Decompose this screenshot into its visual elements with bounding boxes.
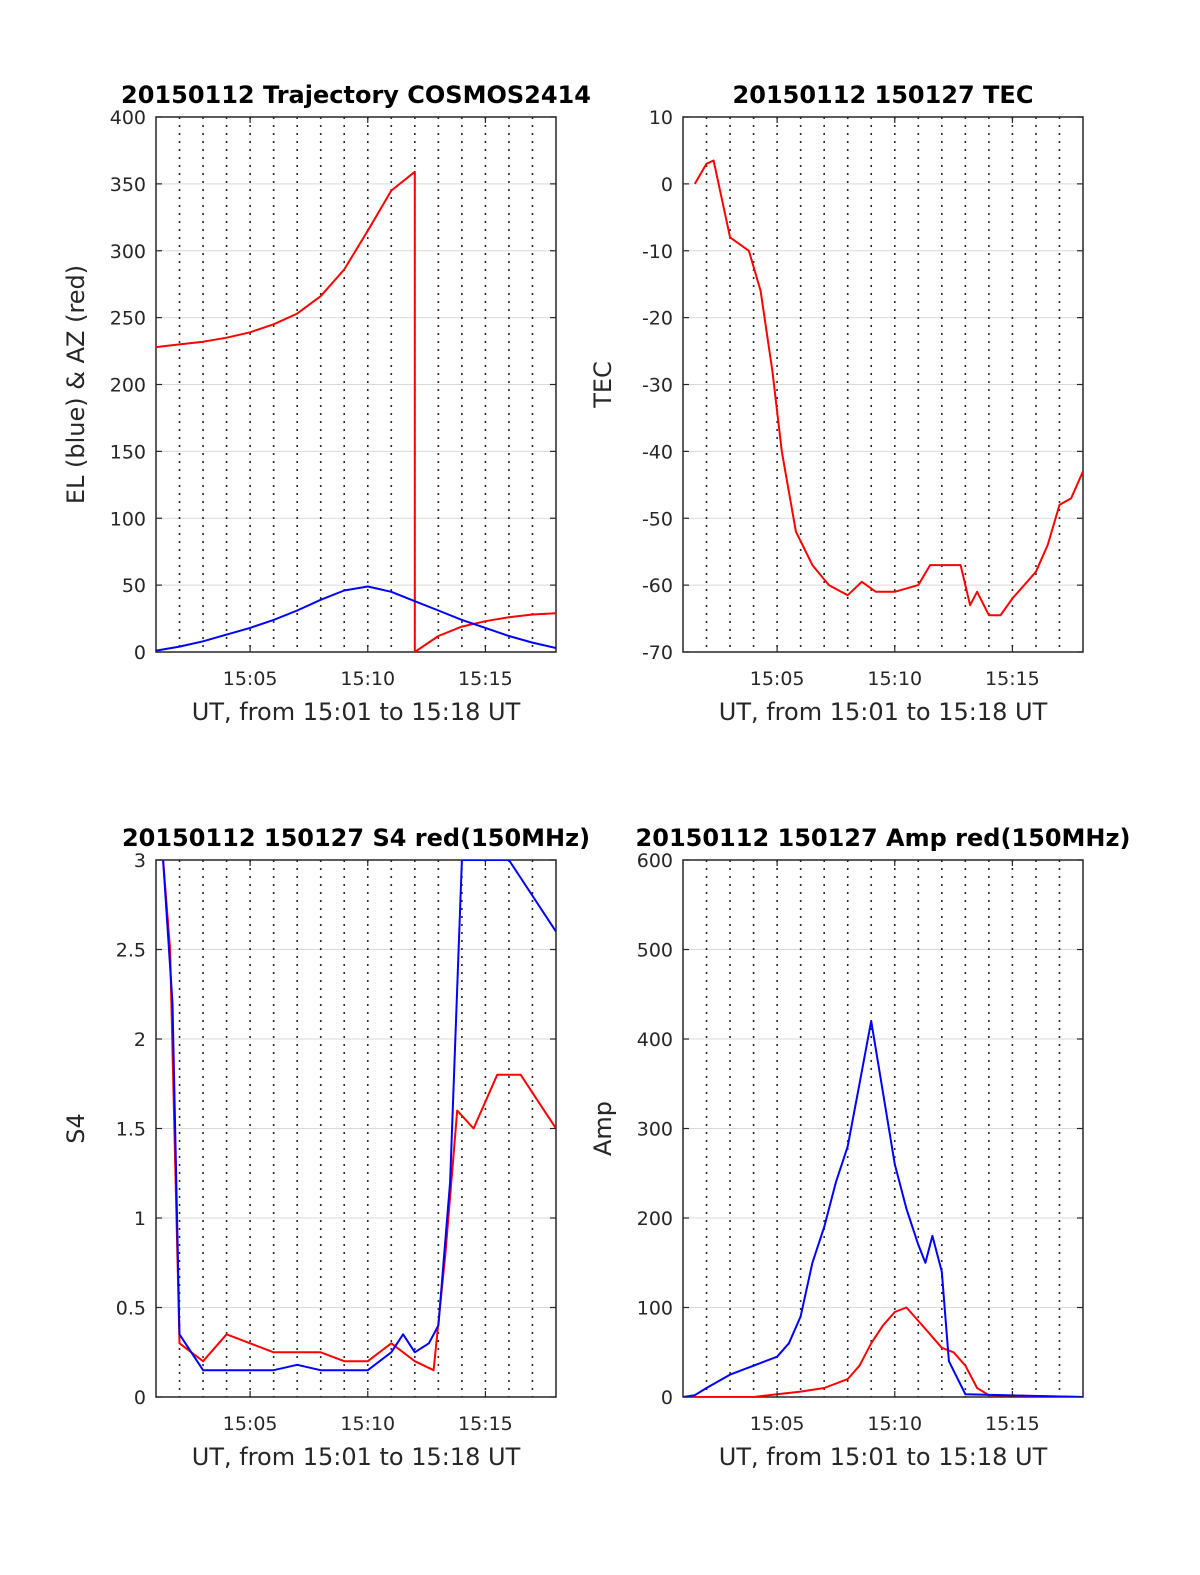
y-tick-label: -40 (642, 441, 673, 463)
chart-title: 20150112 150127 TEC (733, 81, 1034, 109)
y-tick-label: -60 (642, 575, 673, 597)
y-tick-label: 1 (134, 1208, 146, 1230)
y-axis-label: EL (blue) & AZ (red) (62, 265, 90, 504)
x-tick-label: 15:15 (458, 668, 513, 690)
x-axis-label: UT, from 15:01 to 15:18 UT (719, 698, 1048, 726)
y-tick-label: 200 (637, 1208, 673, 1230)
y-tick-label: -50 (642, 508, 673, 530)
y-tick-label: -70 (642, 642, 673, 664)
x-tick-label: 15:05 (223, 1413, 278, 1435)
y-tick-label: 0 (134, 642, 146, 664)
series-line-2 (683, 1020, 1083, 1397)
y-tick-label: 300 (110, 241, 146, 263)
y-tick-label: 1.5 (116, 1119, 146, 1141)
x-tick-label: 15:05 (750, 1413, 805, 1435)
y-tick-label: 0.5 (116, 1298, 146, 1320)
series-line-1 (156, 170, 556, 652)
series-line-2 (156, 585, 556, 652)
y-axis-label: S4 (62, 1113, 90, 1144)
y-tick-label: 0 (134, 1387, 146, 1409)
x-axis-label: UT, from 15:01 to 15:18 UT (192, 698, 521, 726)
series-line-2 (162, 860, 556, 1372)
y-tick-label: 0 (661, 174, 673, 196)
y-tick-label: 400 (637, 1029, 673, 1051)
y-axis-label: Amp (589, 1101, 617, 1156)
x-tick-label: 15:15 (458, 1413, 513, 1435)
x-tick-label: 15:15 (985, 1413, 1040, 1435)
y-tick-label: 3 (134, 850, 146, 872)
y-tick-label: 50 (122, 575, 146, 597)
y-tick-label: 400 (110, 107, 146, 129)
series-line-1 (693, 159, 1083, 617)
x-tick-label: 15:10 (340, 668, 395, 690)
x-tick-label: 15:05 (750, 668, 805, 690)
y-tick-label: 100 (637, 1298, 673, 1320)
chart-panel-4: 0 100 200 300 400 500 600 15:05 15:10 15:15 201501… (589, 824, 1130, 1471)
x-tick-label: 15:10 (867, 1413, 922, 1435)
y-tick-label: 2.5 (116, 940, 146, 962)
y-tick-label: 150 (110, 441, 146, 463)
y-tick-label: -30 (642, 375, 673, 397)
chart-panel-3: 0 0.5 1 1.5 2 2.5 3 15:05 15:10 15:15 20150112 150… (62, 824, 590, 1471)
x-axis-label: UT, from 15:01 to 15:18 UT (719, 1443, 1048, 1471)
x-tick-label: 15:15 (985, 668, 1040, 690)
y-tick-label: -10 (642, 241, 673, 263)
y-tick-label: 10 (649, 107, 673, 129)
y-tick-label: 500 (637, 940, 673, 962)
y-tick-label: 0 (661, 1387, 673, 1409)
chart-panel-2: -70 -60 -50 -40 -30 -20 -10 0 10 15:05 15:10 15:15 2… (589, 81, 1084, 726)
chart-title: 20150112 Trajectory COSMOS2414 (121, 81, 591, 109)
y-tick-label: 200 (110, 375, 146, 397)
y-tick-label: 2 (134, 1029, 146, 1051)
x-axis-label: UT, from 15:01 to 15:18 UT (192, 1443, 521, 1471)
y-tick-label: 300 (637, 1119, 673, 1141)
y-axis-label: TEC (589, 361, 617, 409)
y-tick-label: -20 (642, 308, 673, 330)
chart-panel-1: 0 50 100 150 200 250 300 350 400 15:05 15:10 15:15 2… (62, 81, 591, 726)
y-tick-label: 100 (110, 508, 146, 530)
series-line-1 (683, 1306, 1083, 1397)
y-tick-label: 250 (110, 308, 146, 330)
chart-title: 20150112 150127 Amp red(150MHz) (636, 824, 1131, 852)
x-tick-label: 15:10 (867, 668, 922, 690)
chart-title: 20150112 150127 S4 red(150MHz) (122, 824, 590, 852)
y-tick-label: 600 (637, 850, 673, 872)
y-tick-label: 350 (110, 174, 146, 196)
x-tick-label: 15:10 (340, 1413, 395, 1435)
x-tick-label: 15:05 (223, 668, 278, 690)
series-line-1 (162, 860, 556, 1372)
